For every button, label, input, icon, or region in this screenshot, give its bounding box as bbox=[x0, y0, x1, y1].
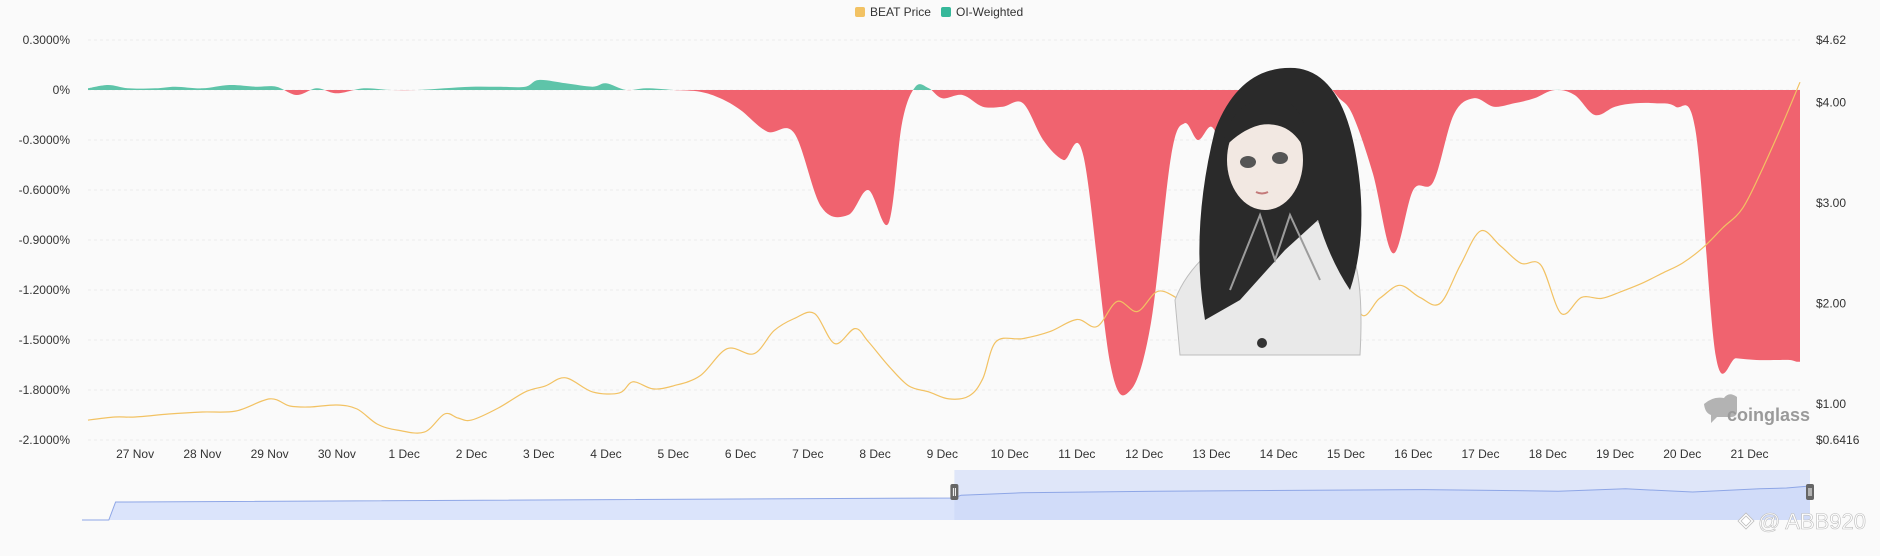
range-navigator[interactable] bbox=[82, 470, 1814, 521]
x-tick-label: 11 Dec bbox=[1058, 447, 1095, 461]
binance-logo-icon bbox=[1737, 512, 1755, 530]
x-tick-label: 1 Dec bbox=[388, 447, 419, 461]
x-tick-label: 8 Dec bbox=[859, 447, 890, 461]
x-tick-label: 28 Nov bbox=[183, 447, 221, 461]
coinglass-watermark: coinglass bbox=[1704, 394, 1810, 425]
x-tick-label: 12 Dec bbox=[1125, 447, 1163, 461]
x-tick-label: 16 Dec bbox=[1394, 447, 1432, 461]
portrait-collar bbox=[1229, 212, 1321, 291]
y-right-tick-label: $1.00 bbox=[1816, 397, 1846, 411]
legend-label-oi[interactable]: OI-Weighted bbox=[956, 5, 1023, 19]
x-tick-label: 2 Dec bbox=[456, 447, 487, 461]
right-axis: $4.62 $4.00 $3.00 $2.00 $1.00 $0.6416 bbox=[1816, 33, 1860, 447]
legend-swatch-oi[interactable] bbox=[941, 7, 951, 17]
portrait-eye-right bbox=[1272, 152, 1288, 164]
x-tick-label: 14 Dec bbox=[1260, 447, 1298, 461]
navigator-handle-left[interactable] bbox=[950, 484, 959, 500]
portrait-button bbox=[1257, 338, 1267, 348]
navigator-line bbox=[82, 485, 1811, 521]
anime-girl-portrait bbox=[1174, 67, 1362, 356]
x-tick-label: 19 Dec bbox=[1596, 447, 1634, 461]
y-right-tick-label: $0.6416 bbox=[1816, 433, 1860, 447]
x-tick-label: 27 Nov bbox=[116, 447, 154, 461]
plot-area bbox=[87, 79, 1801, 434]
navigator-handle-right[interactable] bbox=[1806, 484, 1814, 500]
x-tick-label: 15 Dec bbox=[1327, 447, 1365, 461]
x-tick-label: 10 Dec bbox=[991, 447, 1029, 461]
x-tick-label: 30 Nov bbox=[318, 447, 356, 461]
y-left-tick-label: -0.3000% bbox=[19, 133, 71, 147]
x-tick-label: 9 Dec bbox=[927, 447, 958, 461]
watermark-text: coinglass bbox=[1727, 405, 1810, 425]
coinglass-logo-icon bbox=[1704, 394, 1737, 423]
portrait-mouth bbox=[1255, 191, 1269, 195]
x-tick-label: 7 Dec bbox=[792, 447, 823, 461]
legend-label-price[interactable]: BEAT Price bbox=[870, 5, 931, 19]
x-tick-label: 29 Nov bbox=[251, 447, 289, 461]
credit-watermark: @ ABB920 bbox=[1737, 509, 1866, 534]
legend: BEAT Price OI-Weighted bbox=[855, 5, 1023, 19]
x-tick-label: 21 Dec bbox=[1731, 447, 1769, 461]
x-tick-label: 5 Dec bbox=[658, 447, 689, 461]
x-tick-label: 17 Dec bbox=[1461, 447, 1499, 461]
legend-swatch-price[interactable] bbox=[855, 7, 865, 17]
navigator-selection[interactable] bbox=[954, 470, 1810, 520]
beat-price-line bbox=[87, 81, 1801, 434]
y-left-tick-label: -1.5000% bbox=[19, 333, 71, 347]
y-right-tick-label: $3.00 bbox=[1816, 196, 1846, 210]
x-axis: 27 Nov 28 Nov 29 Nov 30 Nov 1 Dec 2 Dec 3 Dec 4… bbox=[116, 447, 1768, 461]
x-tick-label: 13 Dec bbox=[1192, 447, 1230, 461]
x-tick-label: 3 Dec bbox=[523, 447, 554, 461]
y-left-tick-label: -2.1000% bbox=[19, 433, 71, 447]
portrait-bangs bbox=[1222, 97, 1306, 150]
x-tick-label: 4 Dec bbox=[590, 447, 621, 461]
y-left-tick-label: -0.6000% bbox=[19, 183, 71, 197]
y-left-tick-label: 0% bbox=[53, 83, 71, 97]
x-tick-label: 18 Dec bbox=[1529, 447, 1567, 461]
credit-text: @ ABB920 bbox=[1758, 509, 1866, 534]
oi-weighted-negative-area bbox=[88, 90, 1800, 396]
y-right-tick-label: $4.00 bbox=[1816, 95, 1846, 109]
y-left-tick-label: -0.9000% bbox=[19, 233, 71, 247]
portrait-eye-left bbox=[1240, 156, 1256, 168]
y-left-tick-label: -1.2000% bbox=[19, 283, 71, 297]
left-axis: 0.3000% 0% -0.3000% -0.6000% -0.9000% -1.2000… bbox=[19, 33, 71, 447]
x-tick-label: 20 Dec bbox=[1663, 447, 1701, 461]
y-left-tick-label: 0.3000% bbox=[23, 33, 71, 47]
portrait-face bbox=[1227, 110, 1303, 210]
y-left-tick-label: -1.8000% bbox=[19, 383, 71, 397]
grid-lines bbox=[88, 39, 1800, 441]
oi-weighted-positive-area bbox=[88, 79, 1800, 90]
x-tick-label: 6 Dec bbox=[725, 447, 756, 461]
y-right-tick-label: $2.00 bbox=[1816, 296, 1846, 310]
y-right-tick-label: $4.62 bbox=[1816, 33, 1846, 47]
